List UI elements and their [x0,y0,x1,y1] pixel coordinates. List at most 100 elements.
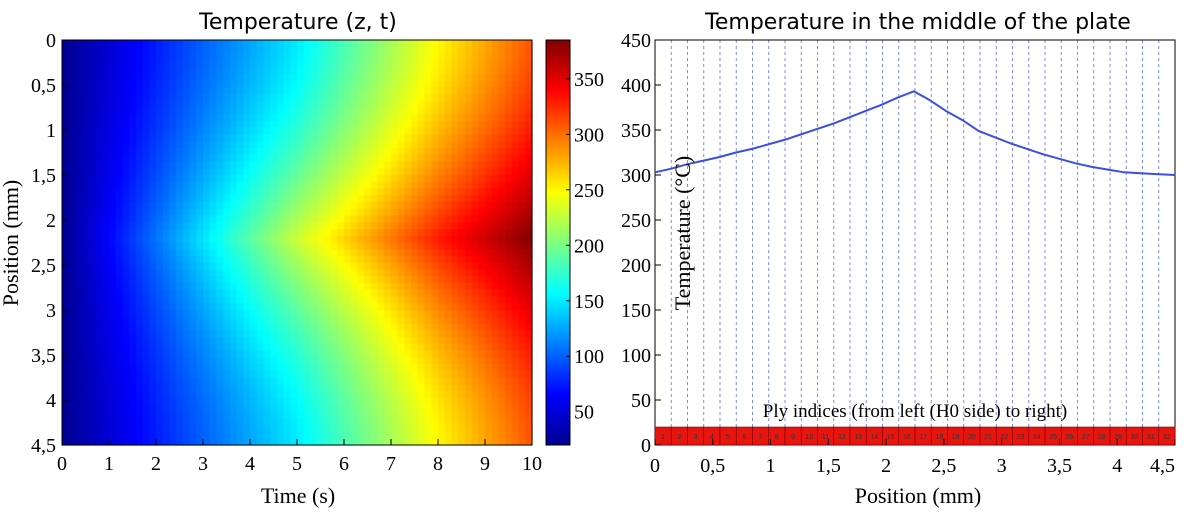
heatmap-cell [229,80,238,88]
heatmap-cell [317,377,325,385]
heatmap-cell [451,175,459,183]
heatmap-cell [464,114,473,122]
heatmap-cell [276,195,285,203]
heatmap-cell [236,215,244,223]
heatmap-cell [391,127,399,136]
heatmap-cell [276,323,285,331]
heatmap-cell [223,46,231,55]
heatmap-cell [162,134,171,142]
heatmap-cell [68,364,77,372]
heatmap-cell [518,289,526,298]
heatmap-cell [350,391,359,399]
heatmap-cell [310,141,318,149]
heatmap-cell [129,350,137,358]
heatmap-cell [491,337,500,345]
heatmap-cell [458,215,466,223]
heatmap-cell [505,431,513,439]
heatmap-cell [182,208,191,217]
heatmap-cell [216,208,224,217]
heatmap-cell [68,303,77,311]
heatmap-cell [391,337,399,345]
heatmap-cell [95,242,103,250]
heatmap-cell [357,296,365,304]
heatmap-cell [344,107,352,115]
heatmap-cell [209,175,218,183]
heatmap-cell [290,249,298,257]
heatmap-cell [88,148,97,156]
heatmap-cell [297,46,305,55]
colorbar-tick-label: 250 [574,180,604,202]
heatmap-cell [370,127,379,136]
heatmap-cell [438,134,446,142]
heatmap-cell [82,229,90,237]
heatmap-cell [276,73,285,82]
heatmap-cell [68,384,77,392]
heatmap-cell [350,397,359,406]
heatmap-cell [95,229,103,237]
heatmap-cell [364,121,372,129]
heatmap-cell [424,350,432,358]
heatmap-cell [142,350,150,358]
heatmap-cell [525,175,533,183]
heatmap-cell [122,384,130,392]
heatmap-cell [310,283,318,291]
heatmap-cell [357,249,365,257]
heatmap-cell [196,330,204,338]
heatmap-cell [444,181,453,190]
heatmap-cell [344,148,352,156]
heatmap-cell [236,60,244,68]
heatmap-cell [122,404,130,412]
heatmap-cell [323,296,332,304]
heatmap-cell [357,107,365,115]
heatmap-cell [243,404,251,412]
heatmap-cell [323,80,332,88]
heatmap-cell [129,397,137,406]
heatmap-cell [182,80,191,88]
heatmap-cell [109,370,117,379]
heatmap-cell [417,249,426,257]
heatmap-cell [471,418,479,426]
heatmap-cell [109,276,117,284]
heatmap-cell [491,73,500,82]
heatmap-cell [411,87,419,95]
heatmap-cell [263,67,271,75]
heatmap-cell [464,431,473,439]
heatmap-cell [102,229,110,237]
heatmap-cell [377,114,385,122]
heatmap-cell [525,289,533,298]
heatmap-cell [498,181,506,190]
heatmap-cell [391,397,399,406]
heatmap-cell [276,175,285,183]
heatmap-cell [263,134,271,142]
heatmap-cell [229,114,238,122]
heatmap-cell [357,100,365,109]
heatmap-cell [229,411,238,419]
heatmap-cell [182,256,191,264]
heatmap-cell [458,121,466,129]
heatmap-cell [458,202,466,210]
heatmap-cell [498,337,506,345]
heatmap-cell [411,40,419,48]
heatmap-cell [370,161,379,169]
heatmap-cell [297,343,305,352]
heatmap-cell [431,303,439,311]
heatmap-cell [75,310,83,318]
heatmap-cell [303,100,312,109]
heatmap-cell [156,350,164,358]
heatmap-cell [256,438,265,446]
heatmap-cell [350,269,359,277]
heatmap-cell [518,154,526,163]
heatmap-cell [203,350,211,358]
heatmap-y-ticks: 00,511,522,533,544,5 [31,30,68,457]
heatmap-cell [350,350,359,358]
heatmap-cell [203,343,211,352]
heatmap-cell [62,175,70,183]
heatmap-cell [142,303,150,311]
heatmap-cell [384,195,392,203]
heatmap-cell [115,127,124,136]
heatmap-cell [498,161,506,169]
heatmap-cell [156,310,164,318]
heatmap-cell [317,208,325,217]
heatmap-cell [478,303,486,311]
heatmap-cell [88,188,97,196]
